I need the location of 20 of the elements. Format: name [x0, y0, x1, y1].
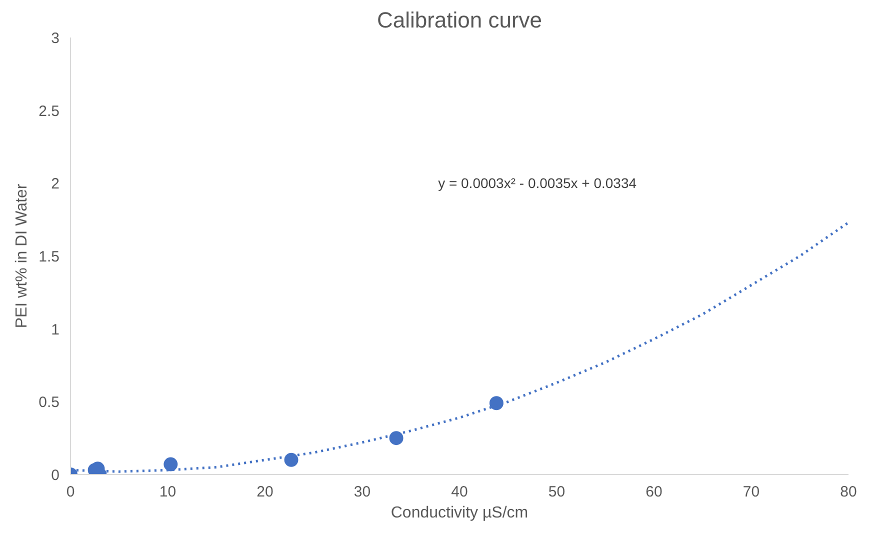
x-tick-label: 50 [548, 484, 566, 500]
x-tick-label: 10 [159, 484, 176, 500]
x-tick-label: 0 [66, 484, 75, 500]
x-tick-label: 20 [256, 484, 274, 500]
y-tick-label: 1.5 [38, 248, 60, 266]
y-tick-label: 2 [51, 176, 60, 193]
y-tick-label: 0.5 [38, 394, 60, 412]
annotation: y = 0.0003x² - 0.0035x + 0.0334 [438, 175, 637, 192]
x-tick-label: 60 [646, 484, 662, 500]
x-axis-title: Conductivity µS/cm [390, 504, 528, 522]
chart-title: Calibration curve [376, 8, 542, 32]
x-tick-label: 70 [742, 484, 760, 500]
x-tick-label: 30 [354, 484, 371, 500]
x-tick-label: 40 [451, 484, 468, 500]
y-axis-title: PEI wt% in DI Water [14, 183, 31, 328]
y-tick-label: 3 [51, 30, 60, 47]
y-tick-label: 2.5 [38, 102, 60, 120]
y-tick-label: 0 [51, 467, 60, 484]
y-tick-label: 1 [51, 321, 60, 338]
x-tick-label: 80 [840, 484, 857, 500]
